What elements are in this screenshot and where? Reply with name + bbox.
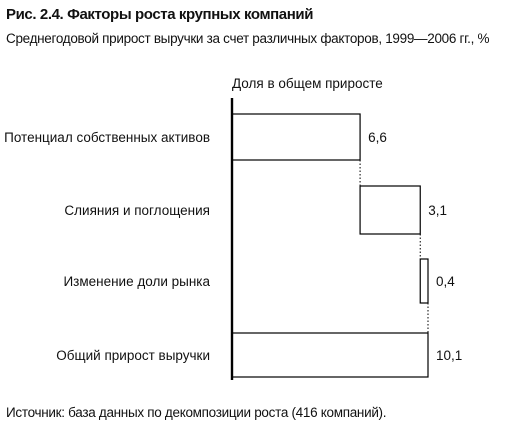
category-label-1: Потенциал собственных активов <box>4 130 210 145</box>
value-label-4: 10,1 <box>436 348 462 363</box>
category-label-4: Общий прирост выручки <box>56 348 210 363</box>
bar-2 <box>359 185 421 235</box>
bar-3 <box>419 258 429 304</box>
category-label-3: Изменение доли рынка <box>63 274 210 289</box>
value-label-2: 3,1 <box>428 203 447 218</box>
bar-4 <box>231 332 429 378</box>
category-label-2: Слияния и поглощения <box>64 203 210 218</box>
axis-label: Доля в общем приросте <box>232 76 383 91</box>
bar-1 <box>231 113 361 161</box>
value-label-3: 0,4 <box>436 274 455 289</box>
chart-title: Рис. 2.4. Факторы роста крупных компаний <box>6 6 314 23</box>
value-label-1: 6,6 <box>368 130 387 145</box>
chart-subtitle: Среднегодовой прирост выручки за счет ра… <box>6 31 490 46</box>
source-note: Источник: база данных по декомпозиции ро… <box>6 405 387 420</box>
